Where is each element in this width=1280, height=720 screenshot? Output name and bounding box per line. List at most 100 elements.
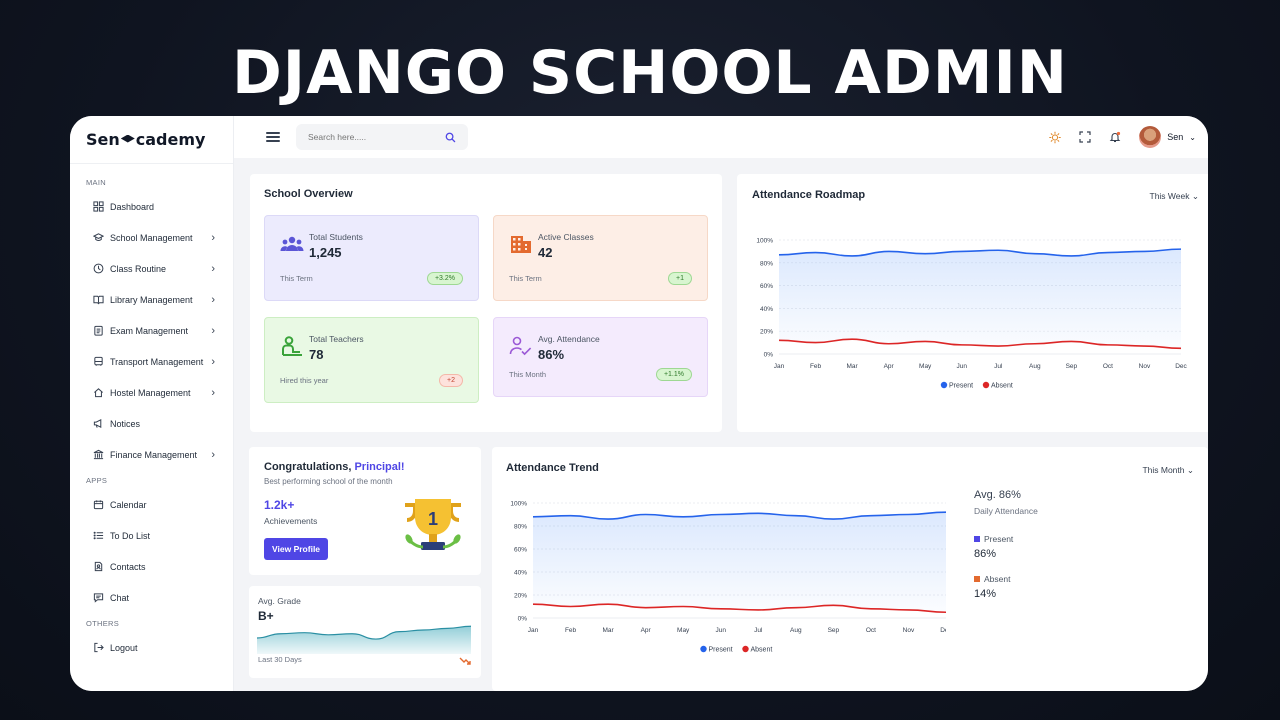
x-tick-label: May bbox=[919, 363, 932, 370]
series-line-present bbox=[778, 248, 1182, 257]
y-tick-label: 80% bbox=[760, 260, 773, 267]
notification-bell-icon[interactable] bbox=[1109, 131, 1121, 143]
building-icon bbox=[511, 236, 531, 253]
y-tick-label: 40% bbox=[514, 570, 527, 577]
stat-label: Avg. Attendance bbox=[538, 334, 600, 344]
chat-icon bbox=[93, 592, 104, 603]
sidebar-item-notices[interactable]: Notices bbox=[70, 408, 233, 439]
y-tick-label: 100% bbox=[510, 501, 527, 508]
attendance-trend-title: Attendance Trend bbox=[506, 462, 599, 474]
x-tick-label: Mar bbox=[846, 363, 858, 370]
search-icon[interactable] bbox=[445, 132, 456, 143]
sidebar-item-class-routine[interactable]: Class Routine › bbox=[70, 253, 233, 284]
x-tick-label: Jan bbox=[528, 627, 539, 634]
stat-value: 1,245 bbox=[309, 245, 342, 260]
attendance-trend-chart: 0% 20% 40% 60% 80% 100% Jan Feb Mar Apr May Jun Jul A… bbox=[510, 501, 946, 654]
section-others: OTHERS bbox=[86, 619, 120, 628]
sidebar-item-contacts[interactable]: Contacts bbox=[70, 551, 233, 582]
absent-label: Absent bbox=[984, 574, 1011, 584]
congrats-title: Congratulations, Principal! bbox=[264, 461, 405, 473]
sun-icon[interactable] bbox=[1049, 131, 1062, 143]
sidebar-item-label: Library Management bbox=[110, 294, 193, 305]
congrats-name: Principal! bbox=[354, 461, 405, 473]
sparkline-line bbox=[257, 625, 471, 640]
chevron-right-icon: › bbox=[211, 355, 215, 368]
sidebar-item-chat[interactable]: Chat bbox=[70, 582, 233, 613]
x-tick-label: Jan bbox=[774, 363, 785, 370]
dropdown-label: This Month bbox=[1142, 465, 1185, 475]
sidebar-item-transport-management[interactable]: Transport Management › bbox=[70, 346, 233, 377]
fullscreen-icon[interactable] bbox=[1079, 131, 1091, 143]
x-tick-label: Oct bbox=[1103, 363, 1113, 370]
hamburger-menu-icon[interactable] bbox=[266, 132, 280, 142]
search-bar[interactable] bbox=[296, 124, 468, 150]
series-area bbox=[779, 249, 1181, 349]
stat-value: 42 bbox=[538, 245, 553, 260]
chevron-right-icon: › bbox=[211, 231, 215, 244]
legend-marker bbox=[940, 381, 948, 389]
user-check-icon bbox=[509, 336, 532, 356]
y-tick-label: 100% bbox=[756, 238, 773, 245]
users-icon bbox=[280, 236, 304, 251]
sidebar-item-calendar[interactable]: Calendar bbox=[70, 489, 233, 520]
chevron-right-icon: › bbox=[211, 386, 215, 399]
user-name: Sen bbox=[1167, 132, 1184, 142]
brand-right: cademy bbox=[135, 130, 206, 149]
sidebar-item-label: Chat bbox=[110, 592, 130, 603]
stat-badge: +2 bbox=[439, 374, 463, 387]
attendance-trend-card: Attendance Trend This Month ⌄ 0% 20% 40% 60… bbox=[492, 447, 1208, 691]
x-tick-label: Jul bbox=[754, 627, 763, 634]
sidebar-item-finance-management[interactable]: Finance Management › bbox=[70, 439, 233, 470]
roadmap-period-dropdown[interactable]: This Week ⌄ bbox=[1150, 191, 1200, 202]
stat-period: This Month bbox=[509, 370, 547, 379]
stat-total-students[interactable]: Total Students 1,245 This Term +3.2% bbox=[264, 215, 479, 301]
sidebar-item-library-management[interactable]: Library Management › bbox=[70, 284, 233, 315]
avg-grade-period: Last 30 Days bbox=[258, 655, 302, 664]
user-menu[interactable]: Sen ⌄ bbox=[1139, 126, 1196, 148]
achievements-label: Achievements bbox=[264, 516, 318, 526]
trophy-icon: 1 bbox=[405, 499, 461, 550]
y-tick-label: 60% bbox=[514, 547, 527, 554]
legend-label: Present bbox=[709, 647, 733, 654]
chevron-down-icon: ⌄ bbox=[1191, 191, 1199, 201]
sidebar-item-dashboard[interactable]: Dashboard bbox=[70, 191, 233, 222]
x-tick-label: Nov bbox=[1139, 363, 1151, 370]
brand-logo[interactable]: Sen cademy bbox=[70, 116, 233, 164]
sidebar-item-hostel-management[interactable]: Hostel Management › bbox=[70, 377, 233, 408]
clock-icon bbox=[93, 263, 104, 274]
avatar[interactable] bbox=[1139, 126, 1162, 148]
x-tick-label: Feb bbox=[810, 363, 822, 370]
stat-total-teachers[interactable]: Total Teachers 78 Hired this year +2 bbox=[264, 317, 479, 403]
legend-marker bbox=[700, 645, 707, 653]
x-tick-label: Apr bbox=[884, 363, 895, 370]
legend-label: Absent bbox=[751, 647, 773, 654]
page-banner: DJANGO SCHOOL ADMIN bbox=[232, 38, 1069, 108]
x-tick-label: Mar bbox=[602, 627, 614, 634]
sidebar-item-label: Calendar bbox=[110, 499, 147, 510]
sidebar-item-logout[interactable]: Logout bbox=[70, 632, 233, 663]
x-tick-label: Sep bbox=[1066, 363, 1078, 370]
stat-active-classes[interactable]: Active Classes 42 This Term +1 bbox=[493, 215, 708, 301]
school-overview-card: School Overview Total Students 1,245 Thi… bbox=[250, 174, 722, 432]
search-input[interactable] bbox=[308, 132, 428, 142]
sidebar-item-label: Exam Management bbox=[110, 325, 189, 336]
sidebar-item-school-management[interactable]: School Management › bbox=[70, 222, 233, 253]
view-profile-button[interactable]: View Profile bbox=[264, 538, 329, 560]
stat-badge: +1.1% bbox=[655, 368, 692, 381]
stat-label: Total Teachers bbox=[309, 334, 364, 344]
trend-avg-sub: Daily Attendance bbox=[974, 506, 1038, 516]
sidebar-item-label: To Do List bbox=[110, 530, 151, 541]
series-line-absent bbox=[532, 603, 946, 614]
x-tick-label: Jul bbox=[994, 363, 1003, 370]
stat-badge: +3.2% bbox=[426, 272, 463, 285]
sidebar: Sen cademy MAIN Dashboard School Managemen… bbox=[70, 116, 234, 691]
y-tick-label: 20% bbox=[514, 593, 527, 600]
y-tick-label: 40% bbox=[760, 306, 773, 313]
sidebar-item-to-do-list[interactable]: To Do List bbox=[70, 520, 233, 551]
avg-grade-sparkline bbox=[257, 625, 471, 654]
sidebar-item-label: Hostel Management bbox=[110, 387, 191, 398]
stat-avg-attendance[interactable]: Avg. Attendance 86% This Month +1.1% bbox=[493, 317, 708, 397]
sidebar-item-exam-management[interactable]: Exam Management › bbox=[70, 315, 233, 346]
trend-period-dropdown[interactable]: This Month ⌄ bbox=[1142, 465, 1194, 476]
school-overview-title: School Overview bbox=[264, 188, 353, 200]
